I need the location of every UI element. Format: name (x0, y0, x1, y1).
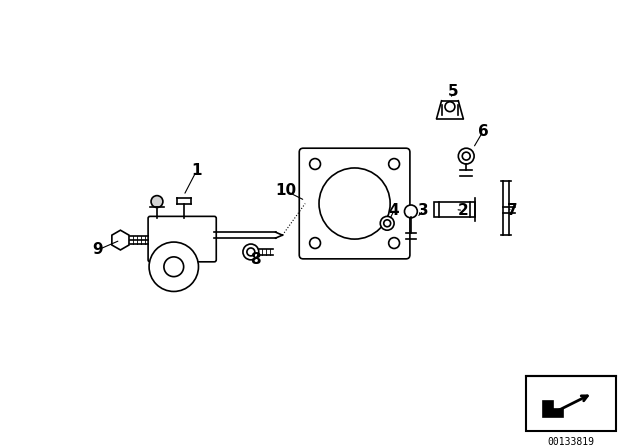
Text: 10: 10 (275, 183, 296, 198)
Text: 1: 1 (191, 164, 202, 178)
Circle shape (151, 196, 163, 207)
Text: 4: 4 (388, 203, 399, 218)
Text: 5: 5 (448, 84, 459, 99)
Circle shape (380, 216, 394, 230)
Circle shape (319, 168, 390, 239)
Text: 2: 2 (458, 203, 468, 218)
Circle shape (388, 159, 399, 169)
Circle shape (388, 237, 399, 249)
Circle shape (243, 244, 259, 260)
Bar (525, 376, 616, 431)
Polygon shape (112, 230, 129, 250)
Circle shape (458, 148, 474, 164)
Text: 7: 7 (508, 203, 518, 218)
Polygon shape (543, 401, 563, 417)
Bar (434, 202, 475, 217)
Circle shape (404, 205, 417, 218)
FancyBboxPatch shape (300, 148, 410, 259)
Circle shape (149, 242, 198, 292)
FancyBboxPatch shape (148, 216, 216, 262)
Circle shape (310, 237, 321, 249)
Text: 8: 8 (250, 252, 261, 267)
Text: 9: 9 (92, 242, 103, 258)
Text: 6: 6 (477, 124, 488, 139)
Circle shape (445, 102, 455, 112)
Text: 3: 3 (419, 203, 429, 218)
Circle shape (310, 159, 321, 169)
Text: 00133819: 00133819 (547, 437, 595, 447)
